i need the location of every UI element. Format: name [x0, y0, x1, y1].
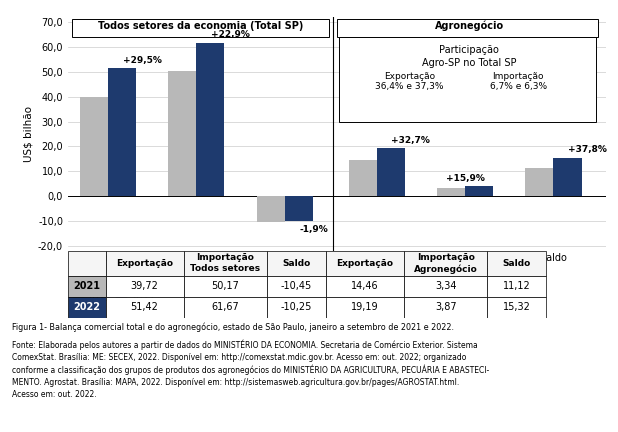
Text: 50,17: 50,17 [211, 281, 239, 291]
Text: Figura 1- Balança comercial total e do agronegócio, estado de São Paulo, janeiro: Figura 1- Balança comercial total e do a… [12, 322, 454, 332]
FancyBboxPatch shape [339, 37, 596, 121]
Text: Saldo: Saldo [503, 259, 531, 268]
Bar [267, 297, 326, 318]
Bar [267, 251, 326, 276]
Text: +22,9%: +22,9% [211, 30, 250, 39]
Bar [326, 276, 404, 297]
Bar [525, 168, 554, 196]
FancyBboxPatch shape [72, 19, 329, 37]
Bar [404, 251, 488, 276]
Text: 2021: 2021 [74, 281, 100, 291]
Bar [326, 251, 404, 276]
Text: Participação
Agro-SP no Total SP: Participação Agro-SP no Total SP [422, 44, 517, 68]
Text: Fonte: Elaborada pelos autores a partir de dados do MINISTÉRIO DA ECONOMIA. Secr: Fonte: Elaborada pelos autores a partir … [12, 339, 489, 399]
Text: -1,9%: -1,9% [299, 225, 328, 234]
Text: Exportação: Exportação [116, 259, 173, 268]
Text: 2022: 2022 [74, 302, 100, 312]
Text: +15,9%: +15,9% [446, 174, 485, 183]
Bar [554, 158, 582, 196]
Y-axis label: US$ bilhão: US$ bilhão [24, 106, 34, 162]
Bar [377, 148, 405, 196]
Bar [404, 297, 488, 318]
Bar [68, 297, 106, 318]
Text: 19,19: 19,19 [351, 302, 379, 312]
Text: Importação
Agronegócio: Importação Agronegócio [414, 253, 478, 273]
Bar [106, 297, 184, 318]
Bar [168, 71, 197, 196]
Bar [106, 276, 184, 297]
Text: Importação
6,7% e 6,3%: Importação 6,7% e 6,3% [490, 72, 547, 91]
Text: Saldo: Saldo [282, 259, 311, 268]
FancyBboxPatch shape [337, 19, 598, 37]
Bar [80, 97, 108, 196]
Bar [488, 297, 546, 318]
Bar [184, 276, 267, 297]
Bar [108, 68, 136, 196]
Bar [349, 160, 377, 196]
Bar [106, 251, 184, 276]
Text: 51,42: 51,42 [130, 302, 159, 312]
Bar [326, 297, 404, 318]
Text: -10,25: -10,25 [281, 302, 312, 312]
Text: 39,72: 39,72 [130, 281, 159, 291]
Bar [197, 43, 224, 196]
Text: Importação
Todos setores: Importação Todos setores [190, 253, 260, 273]
Bar [404, 276, 488, 297]
Bar [184, 251, 267, 276]
Bar [488, 276, 546, 297]
Bar [437, 187, 465, 196]
Text: Todos setores da economia (Total SP): Todos setores da economia (Total SP) [98, 21, 303, 31]
Bar [465, 186, 493, 196]
Bar [68, 276, 106, 297]
Bar [285, 196, 313, 222]
Text: 61,67: 61,67 [211, 302, 239, 312]
Text: 3,87: 3,87 [435, 302, 457, 312]
Text: +32,7%: +32,7% [391, 136, 430, 145]
Bar [184, 297, 267, 318]
Bar [267, 276, 326, 297]
Text: +37,8%: +37,8% [568, 145, 607, 154]
Text: +29,5%: +29,5% [122, 56, 161, 65]
Legend: 2021, 2022: 2021, 2022 [70, 290, 158, 306]
Text: 15,32: 15,32 [503, 302, 531, 312]
Text: Exportação
36,4% e 37,3%: Exportação 36,4% e 37,3% [375, 72, 444, 91]
Text: 3,34: 3,34 [435, 281, 457, 291]
Bar [488, 251, 546, 276]
Text: Exportação: Exportação [337, 259, 394, 268]
Text: 11,12: 11,12 [503, 281, 531, 291]
Text: Agronegócio: Agronegócio [434, 21, 504, 31]
Text: -10,45: -10,45 [281, 281, 312, 291]
Bar [68, 251, 106, 276]
Text: 14,46: 14,46 [351, 281, 379, 291]
Bar [256, 196, 285, 222]
